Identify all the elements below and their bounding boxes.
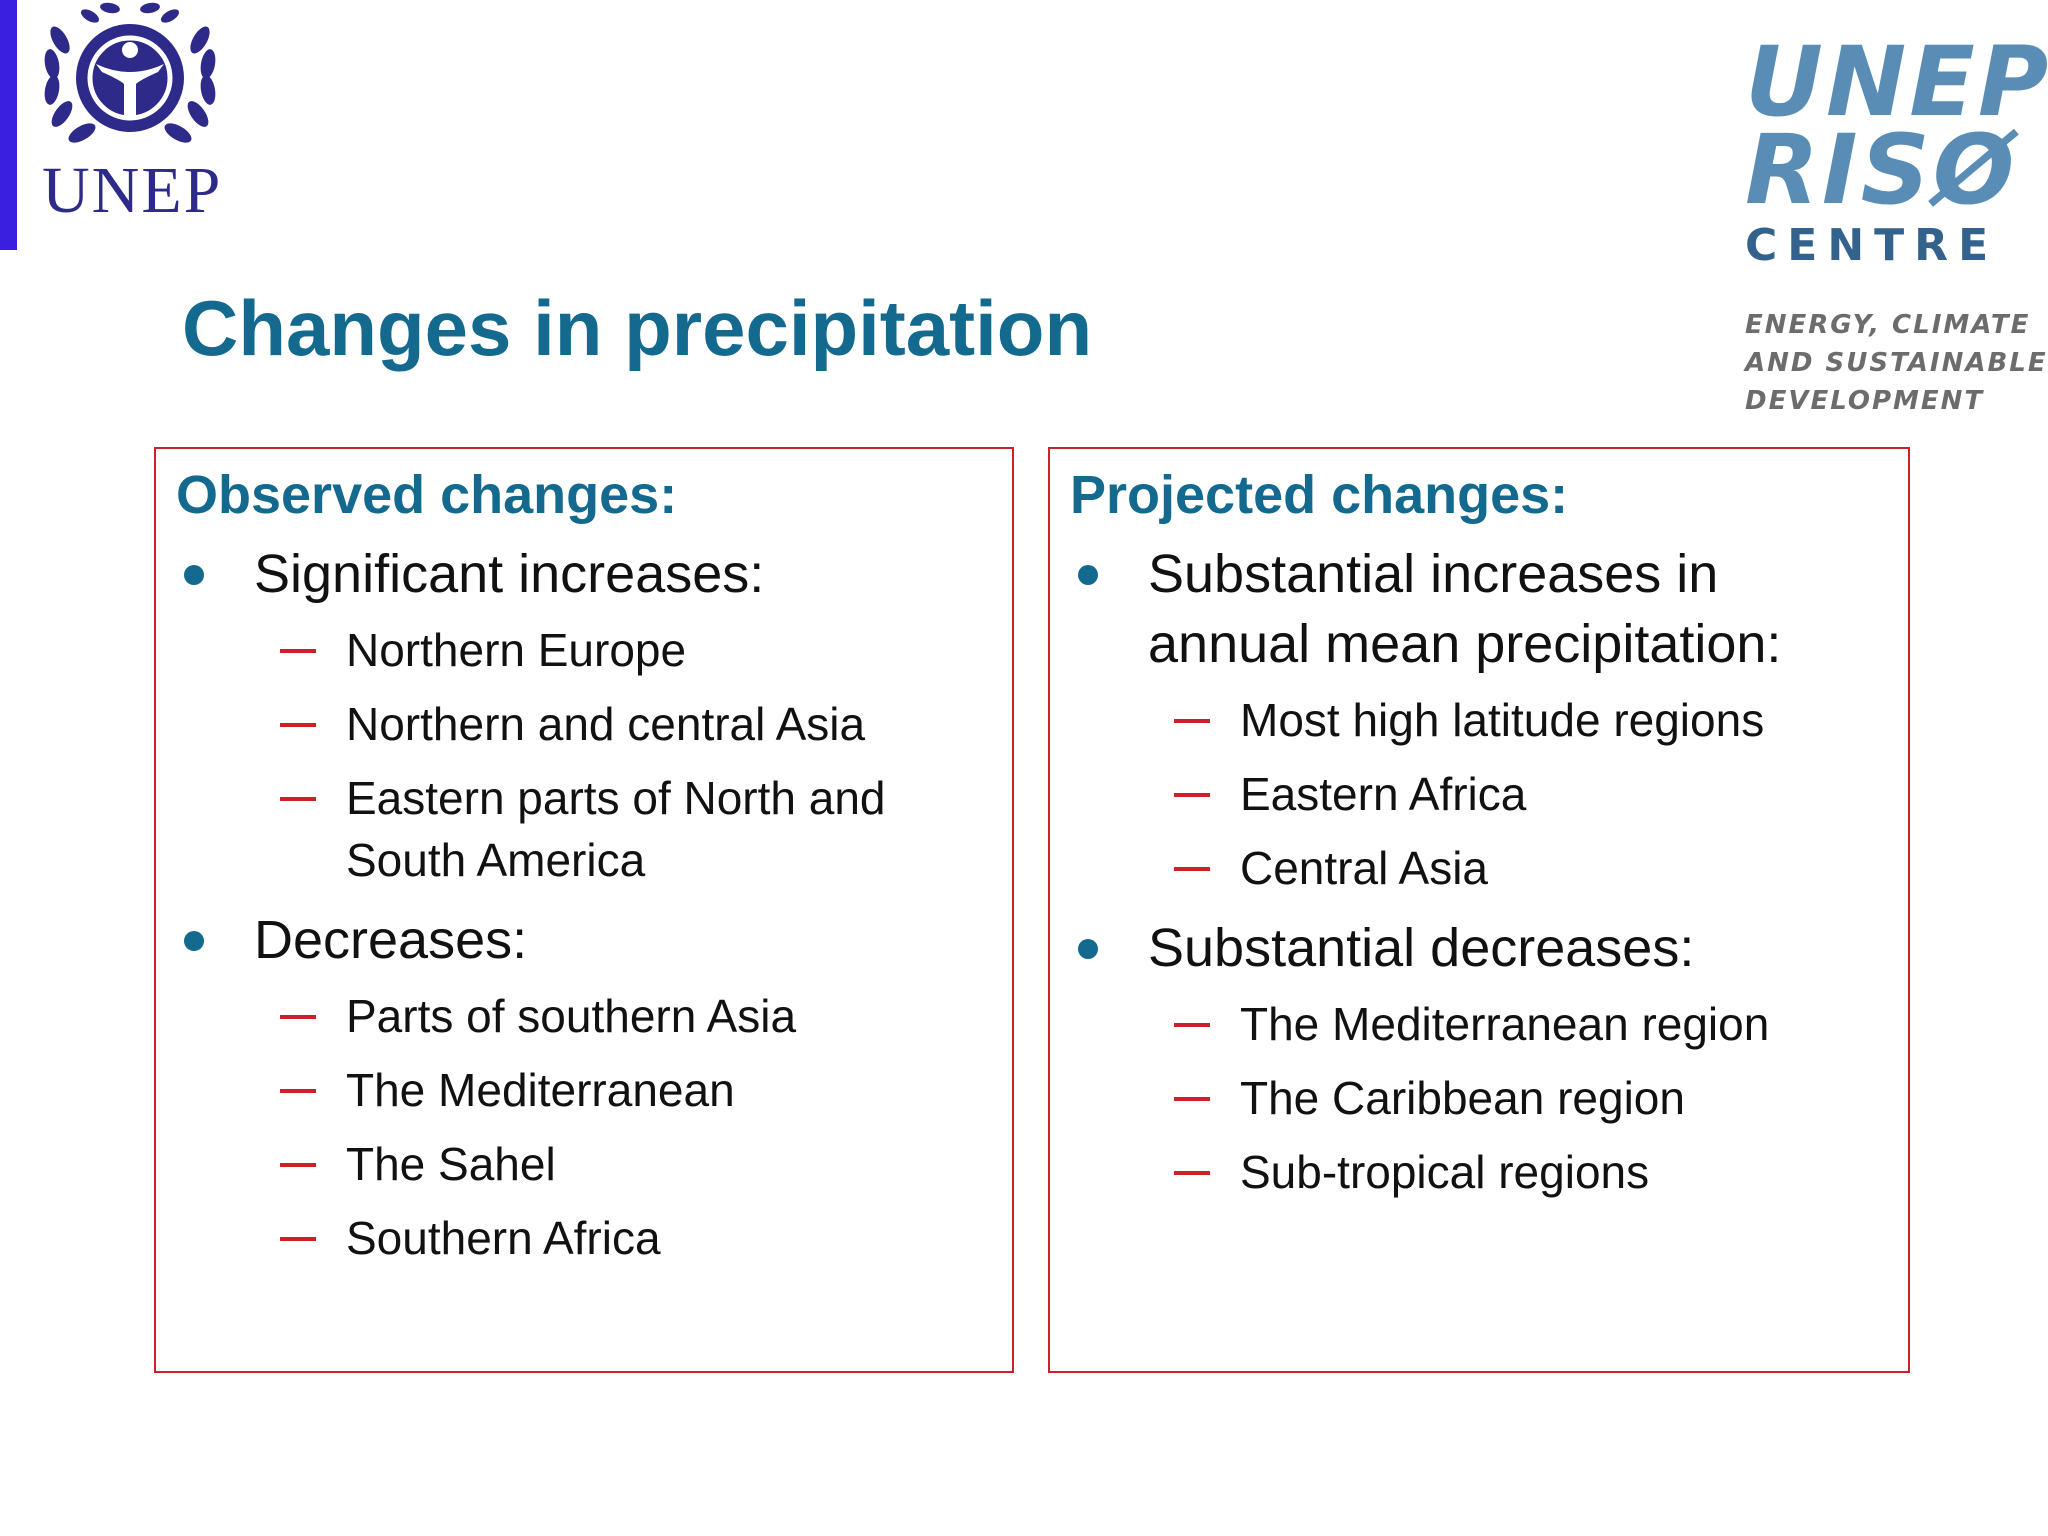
- bullet-dot-icon: [1078, 939, 1098, 959]
- dash-icon: [280, 1089, 316, 1093]
- unep-riso-centre-logo: UNEP RISØ CENTRE ENERGY, CLIMATE AND SUS…: [1745, 26, 2048, 416]
- riso-logo-line3: CENTRE: [1745, 220, 1999, 271]
- dash-icon: [1174, 793, 1210, 797]
- list-item-text: Eastern Africa: [1240, 768, 1527, 820]
- bullet-label: Substantial decreases:: [1148, 918, 1695, 978]
- dash-icon: [280, 797, 316, 801]
- dash-icon: [1174, 1023, 1210, 1027]
- dash-icon: [1174, 1171, 1210, 1175]
- list-item-text: Southern Africa: [346, 1212, 661, 1264]
- riso-tagline-line: ENERGY, CLIMATE: [1745, 310, 2031, 340]
- slide-title: Changes in precipitation: [182, 284, 1093, 372]
- list-item-text: The Sahel: [346, 1138, 556, 1190]
- list-item-text: Sub-tropical regions: [1240, 1146, 1650, 1198]
- bullet-dot-icon: [1078, 565, 1098, 585]
- list-item-text: Eastern parts of North and South America: [346, 772, 886, 886]
- projected-changes-heading: Projected changes:: [1070, 465, 1569, 525]
- unep-logo: UNEP: [30, 0, 230, 235]
- riso-logo-tagline: ENERGY, CLIMATE AND SUSTAINABLE DEVELOPM…: [1745, 306, 2048, 420]
- unep-logo-text: UNEP: [42, 154, 223, 227]
- riso-logo-line2: RISØ: [1745, 114, 2018, 226]
- dash-icon: [280, 1163, 316, 1167]
- list-item-text: Northern Europe: [346, 624, 687, 676]
- observed-changes-heading: Observed changes:: [176, 465, 678, 525]
- bullet-label: Decreases:: [254, 910, 528, 970]
- list-item-text: The Mediterranean region: [1240, 998, 1770, 1050]
- list-item-text: The Mediterranean: [346, 1064, 735, 1116]
- dash-icon: [280, 1015, 316, 1019]
- bullet-label: Significant increases:: [254, 544, 765, 604]
- dash-icon: [280, 1237, 316, 1241]
- list-item-text: Most high latitude regions: [1240, 694, 1765, 746]
- observed-changes-panel: Observed changes: Significant increases:…: [154, 447, 1014, 1373]
- bullet-dot-icon: [184, 565, 204, 585]
- list-item-text: The Caribbean region: [1240, 1072, 1685, 1124]
- dash-icon: [1174, 719, 1210, 723]
- left-accent-bar: [0, 0, 17, 250]
- dash-icon: [1174, 1097, 1210, 1101]
- bullet-dot-icon: [184, 931, 204, 951]
- riso-logo-line1: UNEP: [1745, 26, 2048, 138]
- bullet-label: Substantial increases in annual mean pre…: [1148, 544, 1782, 674]
- list-item-text: Central Asia: [1240, 842, 1489, 894]
- list-item-text: Parts of southern Asia: [346, 990, 797, 1042]
- dash-icon: [1174, 867, 1210, 871]
- projected-changes-panel: Projected changes: Substantial increases…: [1048, 447, 1910, 1373]
- un-wreath-icon: [44, 2, 216, 143]
- riso-tagline-line: DEVELOPMENT: [1745, 386, 1985, 416]
- list-item-text: Northern and central Asia: [346, 698, 866, 750]
- dash-icon: [280, 649, 316, 653]
- dash-icon: [280, 723, 316, 727]
- riso-tagline-line: AND SUSTAINABLE: [1745, 348, 2048, 378]
